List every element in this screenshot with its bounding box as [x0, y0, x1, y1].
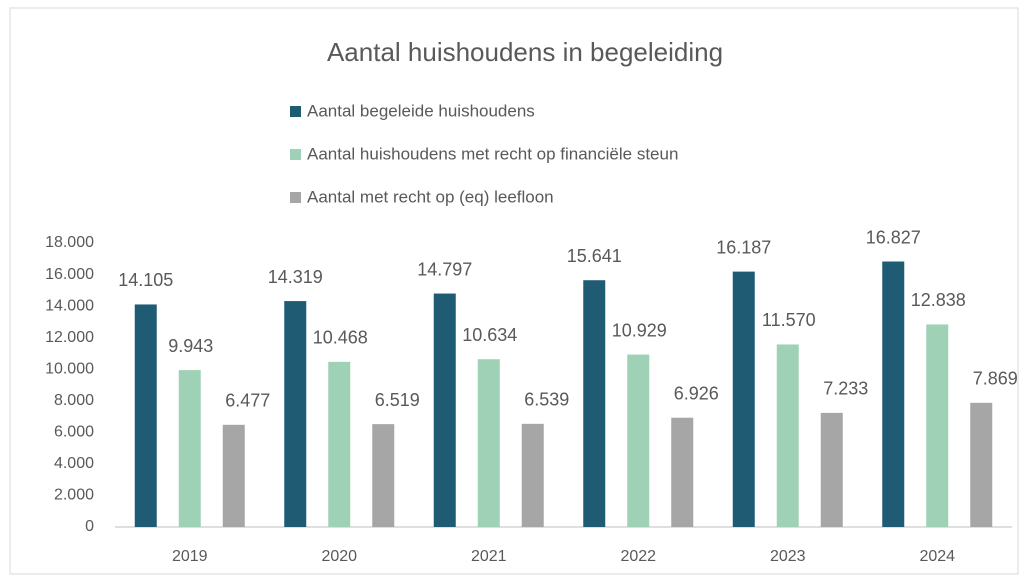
- bar: [372, 424, 395, 527]
- y-tick-label: 2.000: [54, 487, 94, 504]
- data-label: 6.519: [375, 390, 420, 410]
- data-label: 12.838: [911, 290, 966, 310]
- data-label: 11.570: [762, 310, 816, 330]
- legend-swatch: [290, 192, 301, 203]
- bar: [671, 417, 694, 527]
- bar: [134, 304, 157, 527]
- bar: [178, 370, 201, 527]
- bar: [627, 354, 650, 527]
- legend-label: Aantal huishoudens met recht op financië…: [307, 144, 678, 163]
- y-tick-label: 6.000: [54, 424, 94, 441]
- chart-border: [9, 7, 1019, 575]
- bar: [284, 301, 307, 527]
- bar: [776, 344, 799, 527]
- data-label: 10.929: [612, 320, 667, 340]
- bar: [820, 412, 843, 527]
- x-tick-label: 2022: [620, 548, 656, 565]
- chart-title: Aantal huishoudens in begeleiding: [327, 37, 723, 67]
- legend-label: Aantal met recht op (eq) leefloon: [307, 187, 554, 206]
- legend-swatch: [290, 106, 301, 117]
- data-label: 14.797: [417, 259, 472, 279]
- data-label: 15.641: [567, 246, 622, 266]
- y-tick-label: 14.000: [45, 297, 94, 314]
- bar: [521, 423, 544, 527]
- data-label: 6.477: [225, 391, 270, 411]
- data-label: 7.233: [823, 379, 868, 399]
- y-tick-label: 0: [85, 518, 94, 535]
- x-tick-label: 2024: [919, 548, 955, 565]
- y-tick-label: 10.000: [45, 360, 94, 377]
- legend-label: Aantal begeleide huishoudens: [307, 101, 535, 120]
- x-tick-label: 2019: [172, 548, 208, 565]
- y-tick-label: 4.000: [54, 455, 94, 472]
- data-label: 10.634: [462, 325, 517, 345]
- data-label: 14.319: [268, 267, 323, 287]
- data-label: 16.827: [866, 227, 921, 247]
- bar: [477, 359, 500, 527]
- data-label: 14.105: [118, 270, 173, 290]
- data-label: 6.926: [674, 383, 719, 403]
- y-tick-label: 16.000: [45, 266, 94, 283]
- bar: [222, 424, 245, 527]
- data-label: 9.943: [168, 336, 213, 356]
- bar: [328, 361, 351, 527]
- y-tick-label: 8.000: [54, 392, 94, 409]
- y-tick-label: 18.000: [45, 234, 94, 251]
- bar: [583, 280, 606, 527]
- data-label: 10.468: [313, 328, 368, 348]
- legend-swatch: [290, 149, 301, 160]
- data-label: 6.539: [524, 390, 569, 410]
- bar: [882, 261, 905, 527]
- bar: [433, 293, 456, 527]
- x-tick-label: 2020: [321, 548, 357, 565]
- bar: [732, 271, 755, 527]
- data-label: 16.187: [716, 237, 771, 257]
- x-tick-label: 2023: [770, 548, 806, 565]
- x-tick-label: 2021: [471, 548, 507, 565]
- bar: [970, 402, 993, 527]
- y-tick-label: 12.000: [45, 329, 94, 346]
- bar: [926, 324, 949, 527]
- data-label: 7.869: [973, 369, 1018, 389]
